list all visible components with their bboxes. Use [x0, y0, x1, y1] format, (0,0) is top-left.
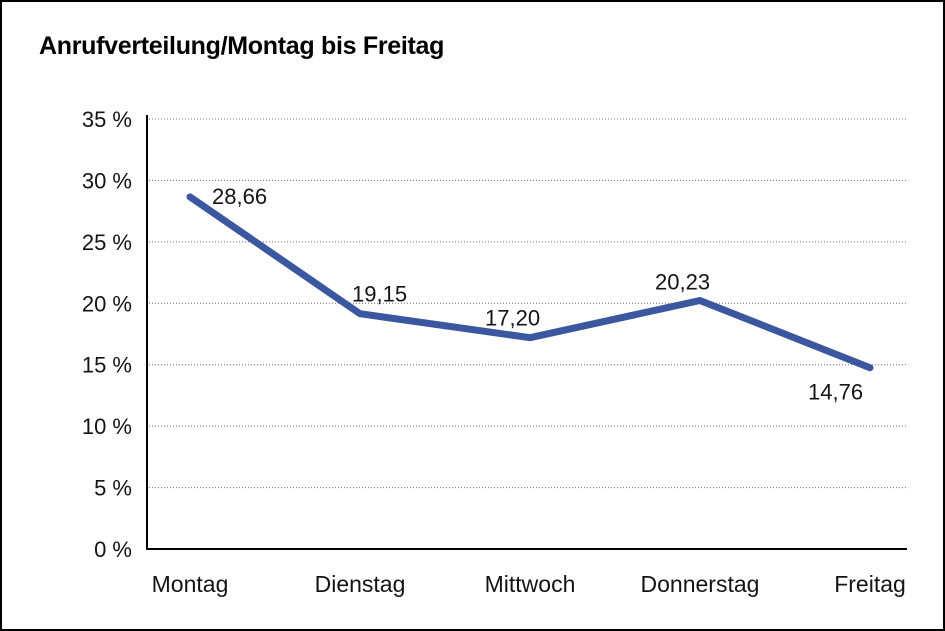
data-series-line: [186, 193, 874, 372]
y-tick-label: 20 %: [82, 291, 132, 316]
data-point-label: 17,20: [485, 306, 540, 331]
y-tick-label: 35 %: [82, 107, 132, 132]
x-category-label: Dienstag: [315, 571, 406, 597]
data-point-label: 14,76: [808, 380, 863, 405]
x-category-label: Mittwoch: [485, 571, 576, 597]
y-tick-label: 10 %: [82, 414, 132, 439]
y-tick-label: 15 %: [82, 353, 132, 378]
data-point-label: 19,15: [352, 282, 407, 307]
y-tick-label: 30 %: [82, 168, 132, 193]
x-category-label: Montag: [152, 571, 229, 597]
y-tick-label: 5 %: [94, 476, 132, 501]
x-category-label: Donnerstag: [641, 571, 760, 597]
y-tick-label: 0 %: [94, 537, 132, 562]
data-point-label: 20,23: [655, 270, 710, 295]
data-point-label: 28,66: [212, 184, 267, 209]
chart-title: Anrufverteilung/Montag bis Freitag: [39, 32, 445, 60]
x-category-label: Freitag: [834, 571, 906, 597]
y-tick-label: 25 %: [82, 230, 132, 255]
